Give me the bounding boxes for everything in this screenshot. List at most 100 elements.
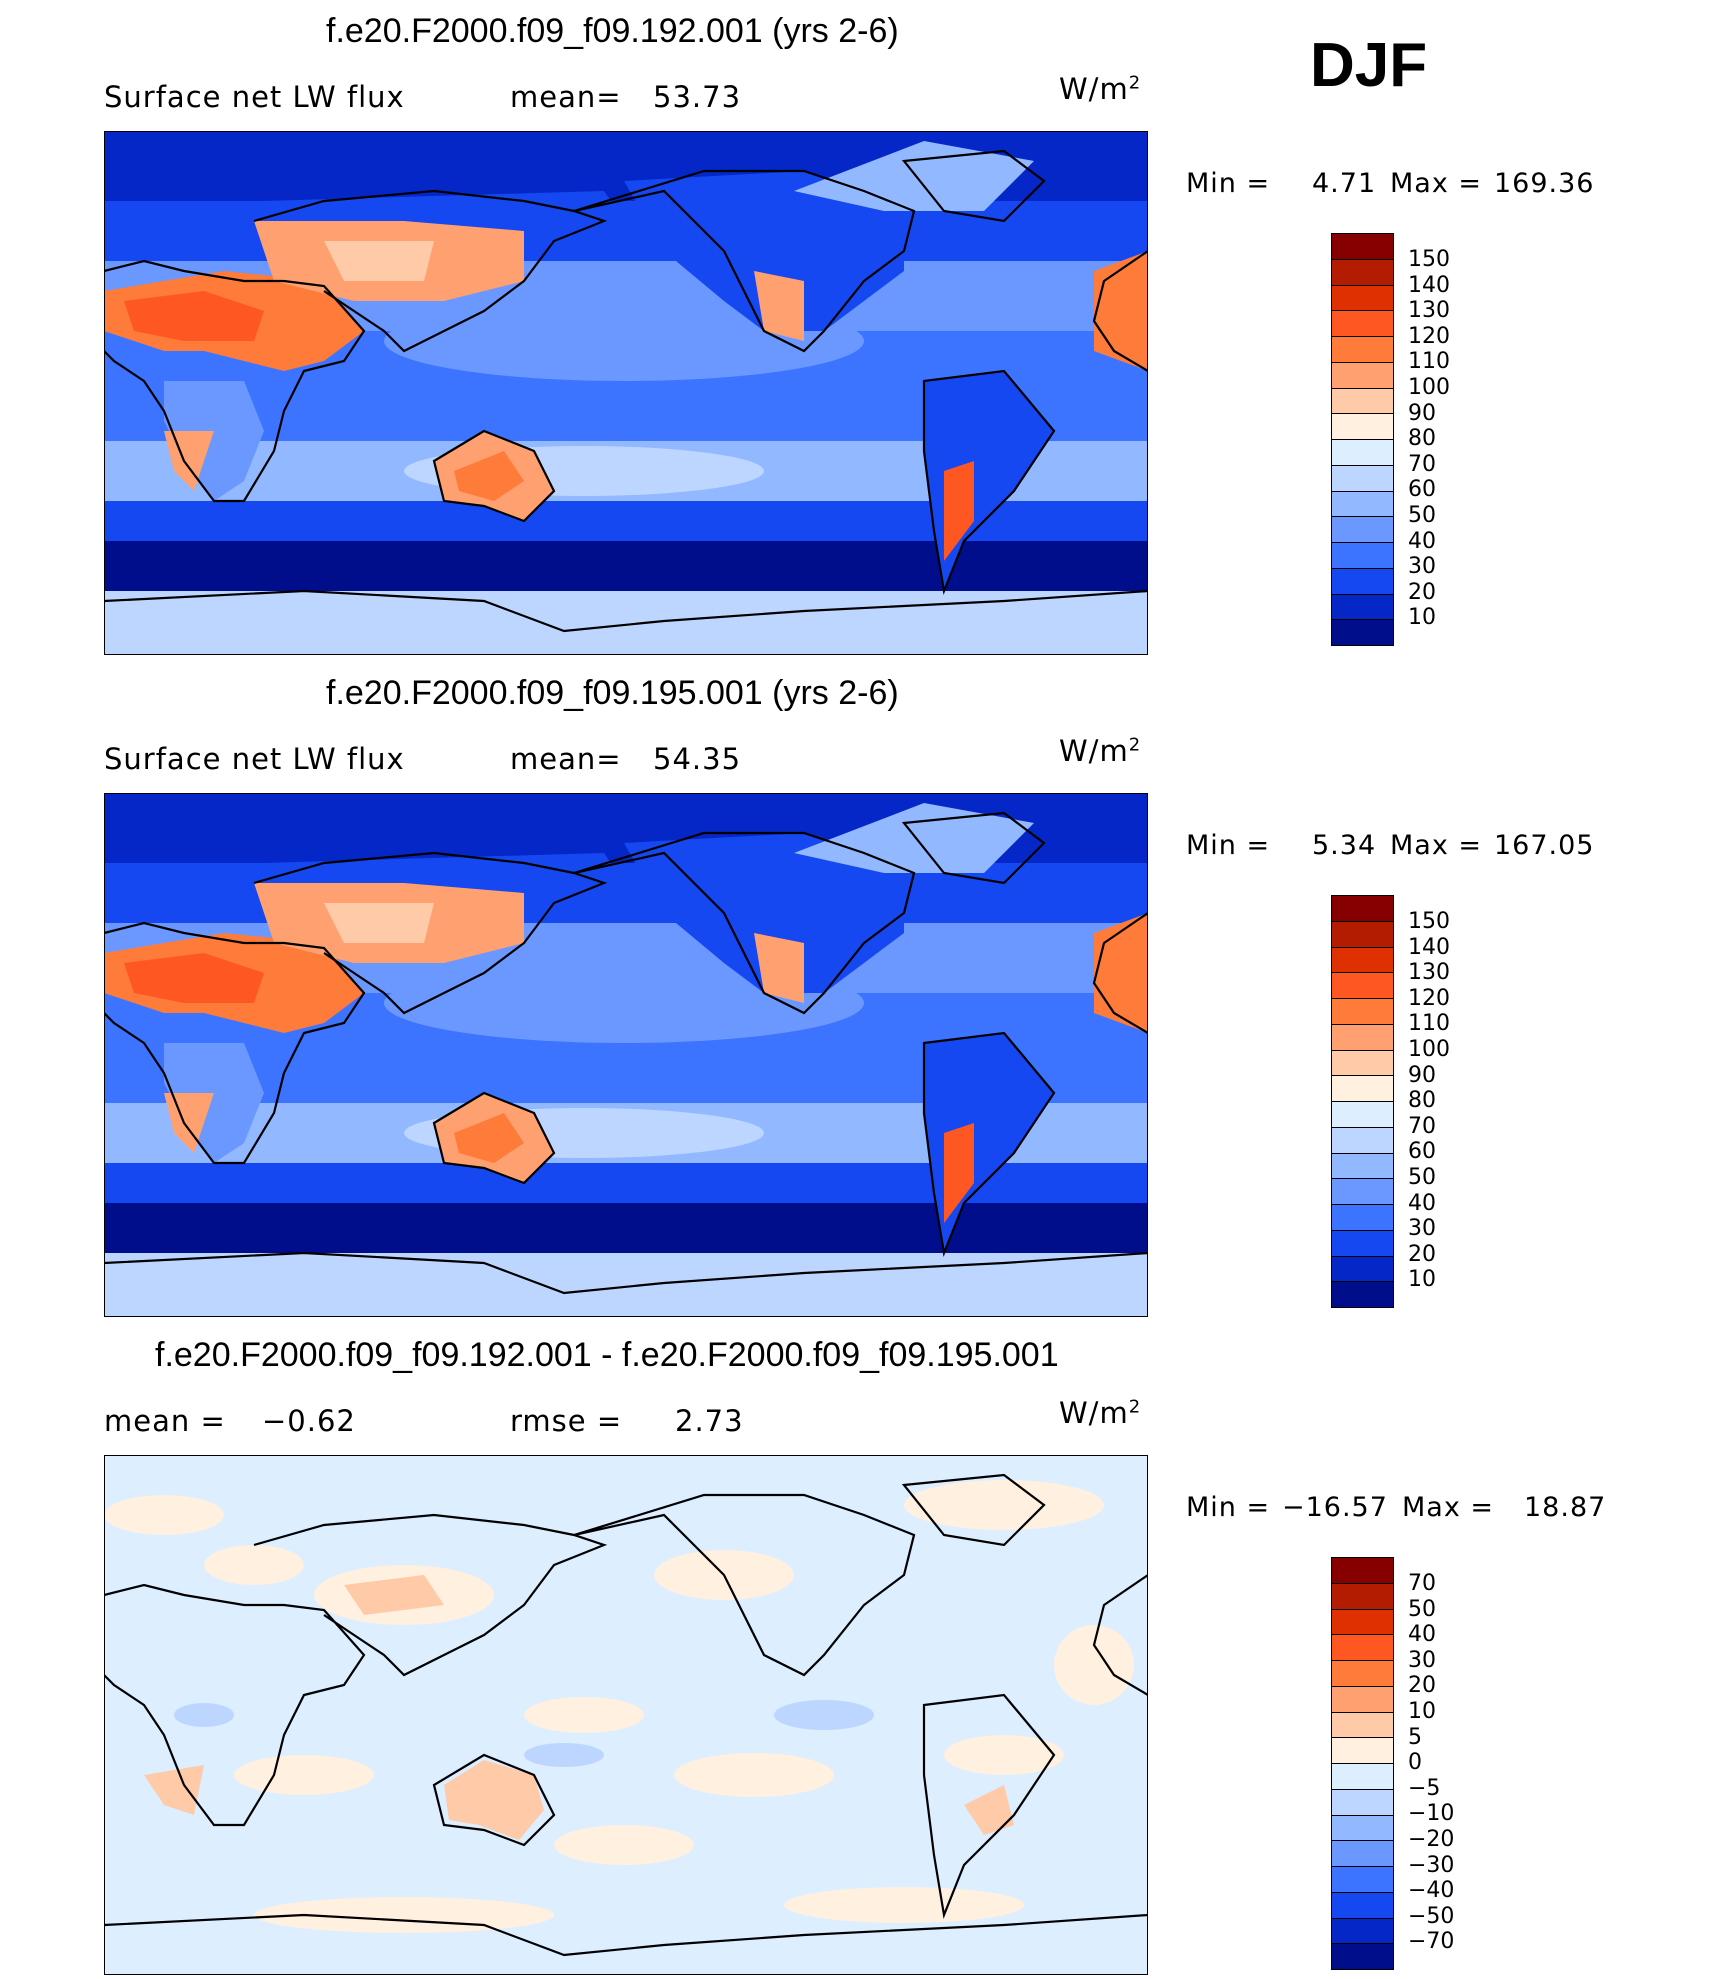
colorbar-swatch [1332,311,1393,337]
colorbar-swatch [1332,1815,1393,1842]
colorbar-tick-label: 70 [1408,451,1436,477]
colorbar-swatch [1332,1050,1393,1077]
colorbar-tick-label: 30 [1408,1216,1436,1242]
colorbar-swatch [1332,543,1393,569]
colorbar-tick-label: −70 [1408,1929,1455,1955]
colorbar-swatch [1332,1102,1393,1128]
colorbar-tick-label: 90 [1408,400,1436,426]
colorbar-swatch [1332,1076,1393,1102]
colorbar-tick-label: 110 [1408,1011,1450,1037]
colorbar-tick-label: 60 [1408,1139,1436,1165]
colorbar-swatch [1332,1609,1393,1636]
colorbar-tick-label: −10 [1408,1801,1455,1827]
colorbar-swatch [1332,620,1393,645]
panel-3-units: W/m2 [1059,1396,1142,1430]
colorbar-swatch [1332,1764,1393,1790]
colorbar-swatch [1332,1583,1393,1610]
colorbar-swatch [1332,999,1393,1025]
panel-2-units: W/m2 [1059,734,1142,768]
panel-2-colorbar [1331,895,1394,1308]
panel-1-units: W/m2 [1059,72,1142,106]
colorbar-swatch [1332,1661,1393,1687]
colorbar-tick-label: 90 [1408,1062,1436,1088]
panel-1-min-label: Min = [1186,168,1271,199]
panel-1-colorbar [1331,233,1394,646]
colorbar-tick-label: 140 [1408,934,1450,960]
colorbar-tick-label: 110 [1408,349,1450,375]
colorbar-swatch [1332,1738,1393,1764]
colorbar-swatch [1332,1841,1393,1867]
colorbar-tick-label: −20 [1408,1826,1455,1852]
panel-3-rmse-label: rmse = [510,1404,623,1438]
colorbar-tick-label: 100 [1408,1036,1450,1062]
colorbar-swatch [1332,1256,1393,1283]
colorbar-swatch [1332,1944,1393,1969]
panel-1-max-value: 169.36 [1494,168,1595,199]
colorbar-swatch [1332,896,1393,922]
panel-3-max-value: 18.87 [1524,1492,1607,1523]
colorbar-tick-label: 100 [1408,374,1450,400]
panel-1-colorbar-labels: 150 140 130 120 110 100 90 80 70 60 50 40 30 20 10 [1408,247,1450,631]
colorbar-swatch [1332,465,1393,492]
colorbar-swatch [1332,921,1393,948]
colorbar-swatch [1332,1867,1393,1893]
season-label: DJF [1310,31,1428,100]
colorbar-swatch [1332,594,1393,621]
colorbar-swatch [1332,388,1393,415]
colorbar-swatch [1332,973,1393,999]
colorbar-swatch [1332,285,1393,312]
colorbar-swatch [1332,491,1393,518]
panel-3-mean-label: mean = [104,1404,226,1438]
panel-1-mean-label: mean= [510,80,622,114]
panel-2-title: f.e20.F2000.f09_f09.195.001 (yrs 2-6) [326,674,899,712]
colorbar-tick-label: 40 [1408,528,1436,554]
panel-2-map [104,793,1148,1317]
colorbar-tick-label: 60 [1408,477,1436,503]
colorbar-tick-label: −30 [1408,1852,1455,1878]
colorbar-swatch [1332,440,1393,466]
panel-1-mean-value: 53.73 [653,80,742,114]
panel-2-max-value: 167.05 [1494,830,1595,861]
colorbar-tick-label: 20 [1408,1241,1436,1267]
colorbar-tick-label: 50 [1408,1164,1436,1190]
colorbar-tick-label: 80 [1408,426,1436,452]
colorbar-swatch [1332,337,1393,363]
panel-2-max-label: Max = [1390,830,1483,861]
panel-1-max-label: Max = [1390,168,1483,199]
panel-3-title: f.e20.F2000.f09_f09.192.001 - f.e20.F200… [155,1336,1059,1374]
colorbar-tick-label: 50 [1408,1596,1436,1622]
colorbar-tick-label: 20 [1408,1673,1436,1699]
panel-2-min-label: Min = [1186,830,1271,861]
colorbar-swatch [1332,1127,1393,1154]
colorbar-tick-label: 0 [1408,1750,1422,1776]
panel-2-colorbar-labels: 150 140 130 120 110 100 90 80 70 60 50 40 30 20 10 [1408,909,1450,1293]
colorbar-swatch [1332,1024,1393,1051]
colorbar-swatch [1332,1635,1393,1661]
colorbar-swatch [1332,362,1393,389]
colorbar-tick-label: −50 [1408,1903,1455,1929]
panel-3-mean-value: −0.62 [262,1404,356,1438]
colorbar-swatch [1332,1179,1393,1205]
panel-1-title: f.e20.F2000.f09_f09.192.001 (yrs 2-6) [326,12,899,50]
colorbar-swatch [1332,1712,1393,1739]
colorbar-tick-label: 140 [1408,272,1450,298]
panel-3-map [104,1455,1148,1975]
panel-3-min-label: Min = [1186,1492,1271,1523]
colorbar-tick-label: 20 [1408,579,1436,605]
colorbar-tick-label: 150 [1408,247,1450,272]
panel-1-map [104,131,1148,655]
panel-3-min-value: −16.57 [1282,1492,1388,1523]
panel-2-min-value: 5.34 [1312,830,1377,861]
panel-2-mean-value: 54.35 [653,742,742,776]
colorbar-swatch [1332,234,1393,260]
colorbar-tick-label: 150 [1408,909,1450,934]
colorbar-swatch [1332,517,1393,543]
colorbar-tick-label: 10 [1408,1698,1436,1724]
panel-1-min-value: 4.71 [1312,168,1377,199]
panel-3-max-label: Max = [1402,1492,1495,1523]
colorbar-tick-label: 40 [1408,1190,1436,1216]
colorbar-swatch [1332,947,1393,974]
panel-3-colorbar-labels: 70 50 40 30 20 10 5 0 −5 −10 −20 −30 −40 −50 −70 [1408,1571,1454,1955]
colorbar-swatch [1332,1918,1393,1945]
colorbar-tick-label: 70 [1408,1571,1436,1596]
